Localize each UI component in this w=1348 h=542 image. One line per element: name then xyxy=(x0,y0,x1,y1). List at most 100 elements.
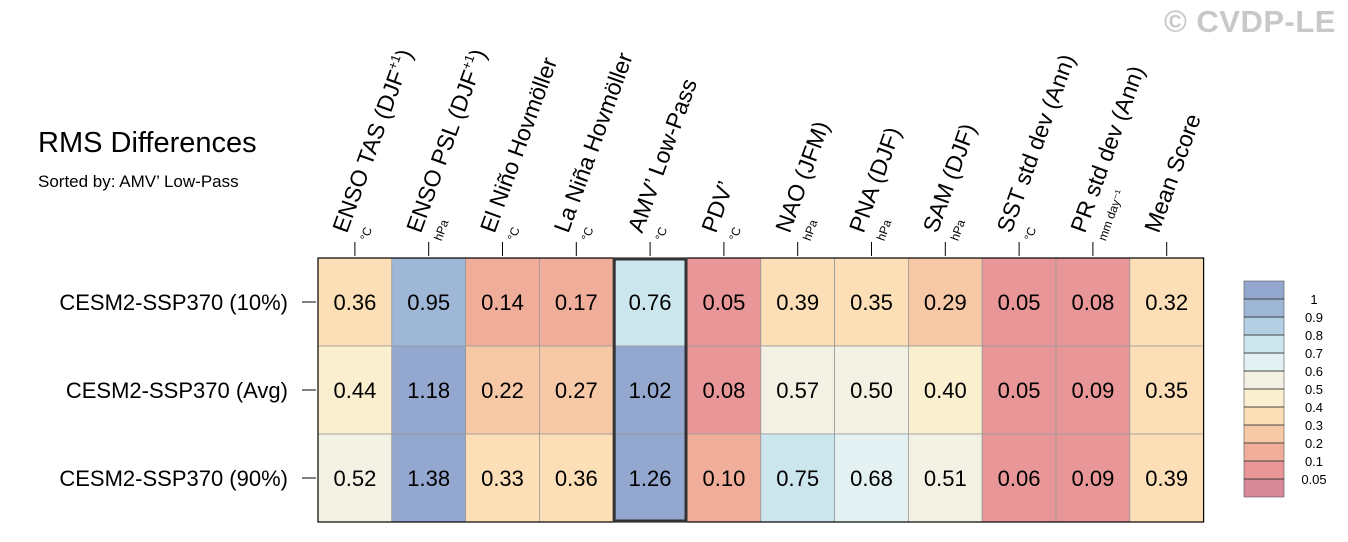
cell-value-label: 0.95 xyxy=(407,290,450,315)
colorbar-swatch xyxy=(1243,316,1285,336)
row-label: CESM2-SSP370 (90%) xyxy=(59,466,288,491)
column-label-text: SAM (DJF) xyxy=(918,120,981,236)
cell-value-label: 0.32 xyxy=(1145,290,1188,315)
column-label-text: SST std dev (Ann) xyxy=(991,51,1080,236)
colorbar-label: 0.05 xyxy=(1301,472,1326,487)
column-unit-label: hPa xyxy=(431,217,452,242)
colorbar-label: 0.1 xyxy=(1305,454,1323,469)
cell-value-label: 0.33 xyxy=(481,466,524,491)
colorbar-swatch xyxy=(1243,298,1285,318)
sorted-column-highlight xyxy=(612,257,688,523)
watermark: © CVDP-LE xyxy=(1163,4,1336,39)
colorbar-swatch xyxy=(1243,442,1285,462)
column-unit-label: °C xyxy=(357,225,375,243)
cell-value-label: 0.76 xyxy=(629,290,672,315)
heatmap-cell xyxy=(981,433,1057,523)
column-unit-label: hPa xyxy=(874,217,895,242)
cell-value-label: 0.14 xyxy=(481,290,524,315)
heatmap-cell xyxy=(1129,257,1205,347)
heatmap-cell xyxy=(391,257,466,347)
heatmap-cell xyxy=(908,257,983,347)
row-label: CESM2-SSP370 (10%) xyxy=(59,290,288,315)
cell-value-label: 0.68 xyxy=(850,466,893,491)
heatmap-cell xyxy=(612,345,688,435)
heatmap-cell xyxy=(317,345,393,435)
cell-value-label: 0.05 xyxy=(998,290,1041,315)
column-label-text: Mean Score xyxy=(1139,110,1206,235)
cell-value-label: 0.17 xyxy=(555,290,598,315)
cell-value-label: 1.02 xyxy=(629,378,672,403)
column-unit-label: °C xyxy=(652,225,670,243)
column-label-text: ENSO TAS (DJF+1) xyxy=(326,45,417,235)
cell-value-label: 0.39 xyxy=(776,290,819,315)
cell-value-label: 1.26 xyxy=(629,466,672,491)
cell-value-label: 0.57 xyxy=(776,378,819,403)
cell-value-label: 0.08 xyxy=(1071,290,1114,315)
cell-value-label: 0.05 xyxy=(998,378,1041,403)
heatmap-cell xyxy=(1129,345,1205,435)
heatmap-cell xyxy=(686,433,762,523)
heatmap-cell xyxy=(760,433,835,523)
heatmap-cell xyxy=(465,257,540,347)
column-unit-label: hPa xyxy=(800,217,821,242)
cell-value-label: 0.39 xyxy=(1145,466,1188,491)
column-label-text: El Niño Hovmöller xyxy=(475,54,562,236)
cell-value-label: 0.10 xyxy=(702,466,745,491)
colorbar-swatch xyxy=(1243,280,1285,300)
column-label-superscript: +1 xyxy=(458,52,477,71)
heatmap-cell xyxy=(1055,345,1131,435)
cell-value-label: 0.27 xyxy=(555,378,598,403)
colorbar-label: 0.4 xyxy=(1305,400,1323,415)
colorbar-swatch xyxy=(1243,388,1285,408)
cell-value-label: 0.75 xyxy=(776,466,819,491)
heatmap-border xyxy=(317,257,1205,523)
column-label: NAO (JFM)hPa xyxy=(770,118,834,243)
column-label: SAM (DJF)hPa xyxy=(918,120,981,243)
cell-value-label: 0.36 xyxy=(555,466,598,491)
column-label: PDV’°C xyxy=(696,178,744,243)
heatmap-cell xyxy=(317,433,393,523)
heatmap-cell xyxy=(834,345,909,435)
cell-value-label: 0.22 xyxy=(481,378,524,403)
column-unit-label: °C xyxy=(1021,225,1039,243)
column-unit-label: hPa xyxy=(948,217,969,242)
colorbar-label: 0.6 xyxy=(1305,364,1323,379)
column-unit-label: °C xyxy=(726,225,744,243)
colorbar-label: 0.2 xyxy=(1305,436,1323,451)
colorbar-label: 0.7 xyxy=(1305,346,1323,361)
cell-value-label: 0.44 xyxy=(333,378,376,403)
heatmap-cell xyxy=(1055,257,1131,347)
column-label-text: AMV’ Low-Pass xyxy=(622,75,702,236)
cell-value-label: 0.09 xyxy=(1071,466,1114,491)
colorbar-swatch xyxy=(1243,370,1285,390)
colorbar-swatch xyxy=(1243,334,1285,354)
heatmap-cell xyxy=(1129,433,1205,523)
colorbar-swatch xyxy=(1243,424,1285,444)
heatmap-cell xyxy=(834,257,909,347)
colorbar-swatch xyxy=(1243,478,1285,498)
column-label-text: NAO (JFM) xyxy=(770,118,834,236)
cell-value-label: 0.06 xyxy=(998,466,1041,491)
heatmap-cell xyxy=(539,433,614,523)
colorbar-swatch xyxy=(1243,460,1285,480)
cell-value-label: 0.05 xyxy=(702,290,745,315)
column-label-superscript: +1 xyxy=(385,52,404,71)
cell-value-label: 0.35 xyxy=(850,290,893,315)
column-label-text: La Niña Hovmöller xyxy=(549,49,638,236)
column-label: PNA (DJF)hPa xyxy=(844,124,906,243)
colorbar-label: 0.5 xyxy=(1305,382,1323,397)
cell-value-label: 0.29 xyxy=(924,290,967,315)
chart-title: RMS Differences xyxy=(38,127,257,159)
heatmap-cell xyxy=(686,345,762,435)
colorbar-label: 0.9 xyxy=(1305,310,1323,325)
column-label: Mean Score xyxy=(1139,110,1206,235)
cell-value-label: 0.40 xyxy=(924,378,967,403)
cell-value-label: 0.52 xyxy=(333,466,376,491)
colorbar-label: 0.3 xyxy=(1305,418,1323,433)
colorbar-label: 0.8 xyxy=(1305,328,1323,343)
cell-value-label: 0.09 xyxy=(1071,378,1114,403)
row-label: CESM2-SSP370 (Avg) xyxy=(66,378,288,403)
cell-value-label: 0.51 xyxy=(924,466,967,491)
colorbar-label: 1 xyxy=(1310,292,1317,307)
